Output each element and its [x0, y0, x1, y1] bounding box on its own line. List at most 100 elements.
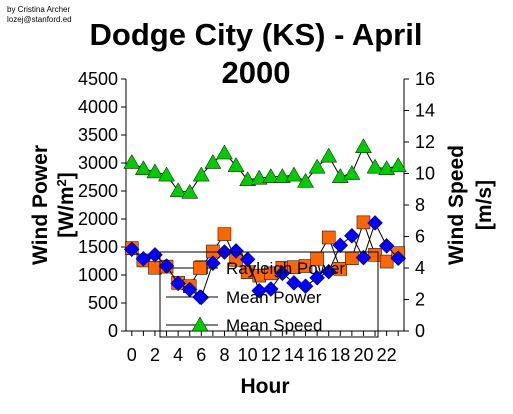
point-mean-speed — [146, 163, 164, 179]
point-mean-power — [274, 265, 291, 282]
right-y-tick-label: 12 — [415, 132, 435, 152]
right-y-tick-label: 14 — [415, 101, 435, 121]
series-mean-speed — [123, 138, 407, 199]
legend-label-mean-power: Mean Power — [226, 288, 322, 307]
point-mean-speed — [158, 166, 175, 182]
left-y-tick-label: 500 — [88, 293, 118, 313]
x-ticks: 0 2 4 6 8 10 12 14 16 18 20 22 — [127, 331, 399, 365]
legend-box — [159, 251, 379, 338]
point-mean-power — [297, 278, 314, 295]
right-y-tick-label: 4 — [415, 258, 425, 278]
right-y-tick-label: 0 — [415, 321, 425, 341]
point-mean-speed — [250, 169, 268, 185]
legend-marker-mean-power — [192, 289, 208, 305]
left-y-tick-label: 1000 — [78, 265, 118, 285]
right-y-tick-label: 2 — [415, 290, 425, 310]
left-y-tick-label: 1500 — [78, 237, 118, 257]
x-tick-label: 20 — [353, 345, 373, 365]
point-mean-speed — [123, 153, 141, 169]
point-mean-speed — [169, 182, 187, 198]
series-layer — [123, 138, 407, 306]
point-mean-power — [135, 250, 152, 267]
x-tick-label: 8 — [219, 345, 229, 365]
x-tick-label: 6 — [196, 345, 206, 365]
left-y-axis-label: Wind Power [W/m2] — [29, 145, 78, 265]
right-y-label-line-2: [m/s] — [473, 180, 496, 230]
legend-label-rayleigh-power: Rayleigh Power — [226, 259, 345, 278]
point-rayleigh-power — [368, 248, 382, 262]
point-mean-speed — [308, 158, 326, 174]
left-y-tick-label: 3500 — [78, 125, 118, 145]
x-tick-label: 22 — [377, 345, 397, 365]
credit-line-2: lozej@stanford.ed — [7, 15, 72, 24]
left-y-label-line-1: Wind Power — [29, 145, 52, 265]
point-mean-power — [262, 281, 279, 297]
legend-label-mean-speed: Mean Speed — [226, 316, 322, 335]
chart-title-line-2: 2000 — [222, 55, 291, 90]
legend-marker-mean-speed — [191, 316, 209, 332]
point-mean-power — [170, 275, 186, 292]
point-mean-speed — [355, 138, 372, 153]
point-mean-speed — [204, 153, 222, 169]
point-mean-speed — [273, 168, 291, 183]
right-y-label-line-1: Wind Speed — [445, 145, 468, 265]
left-y-tick-label: 2000 — [78, 209, 118, 229]
left-y-label-line-2: [W/m2] — [54, 172, 79, 238]
point-mean-power — [332, 237, 349, 254]
point-mean-power — [158, 258, 175, 274]
point-rayleigh-power — [217, 227, 232, 241]
point-mean-speed — [366, 158, 384, 174]
point-mean-power — [378, 238, 395, 254]
point-mean-power — [123, 241, 140, 258]
point-rayleigh-power — [333, 262, 348, 276]
point-mean-speed — [297, 172, 314, 188]
point-mean-power — [228, 243, 244, 259]
point-mean-speed — [285, 166, 303, 182]
point-mean-power — [390, 250, 407, 267]
x-tick-label: 0 — [127, 345, 137, 365]
point-mean-power — [205, 255, 221, 272]
point-mean-power — [286, 274, 302, 291]
point-mean-speed — [216, 144, 233, 160]
point-mean-speed — [181, 183, 199, 199]
x-tick-label: 12 — [261, 345, 281, 365]
left-y-tick-label: 2500 — [78, 181, 118, 201]
point-mean-speed — [320, 147, 338, 163]
left-y-tick-label: 3000 — [78, 153, 118, 173]
right-y-tick-label: 16 — [415, 69, 435, 89]
x-tick-label: 14 — [284, 345, 304, 365]
point-mean-speed — [262, 168, 280, 183]
x-tick-label: 16 — [307, 345, 327, 365]
point-mean-speed — [239, 171, 257, 187]
point-mean-power — [355, 249, 372, 266]
point-rayleigh-power — [321, 230, 336, 245]
point-mean-power — [239, 251, 256, 268]
point-mean-speed — [343, 164, 361, 180]
left-y-tick-label: 4000 — [78, 97, 118, 117]
point-rayleigh-power — [298, 259, 313, 273]
legend-items: Rayleigh Power Mean Power Mean Speed — [166, 259, 345, 335]
right-y-axis-label: Wind Speed [m/s] — [445, 145, 496, 265]
right-y-ticks: 0 2 4 6 8 10 12 14 16 — [404, 69, 435, 341]
x-tick-label: 10 — [238, 345, 258, 365]
point-rayleigh-power — [379, 254, 394, 269]
point-mean-speed — [192, 166, 210, 182]
point-mean-power — [344, 227, 360, 244]
right-y-tick-label: 8 — [415, 195, 425, 215]
point-mean-speed — [134, 160, 152, 176]
x-tick-label: 4 — [173, 345, 183, 365]
point-mean-speed — [227, 157, 245, 172]
right-y-tick-label: 10 — [415, 164, 435, 184]
series-line-mean-speed — [131, 145, 399, 193]
point-mean-power — [320, 263, 337, 280]
right-y-tick-label: 6 — [415, 227, 425, 247]
x-tick-label: 18 — [330, 345, 350, 365]
left-y-tick-label: 4500 — [78, 69, 118, 89]
legend-marker-rayleigh-power — [193, 261, 207, 275]
chart-title-line-1: Dodge City (KS) - April — [90, 17, 423, 52]
point-mean-power — [309, 269, 325, 286]
left-y-ticks: 0 500 1000 1500 2000 2500 3000 3500 4000 4500 — [78, 69, 126, 341]
point-mean-power — [367, 215, 383, 231]
x-tick-label: 2 — [150, 345, 160, 365]
